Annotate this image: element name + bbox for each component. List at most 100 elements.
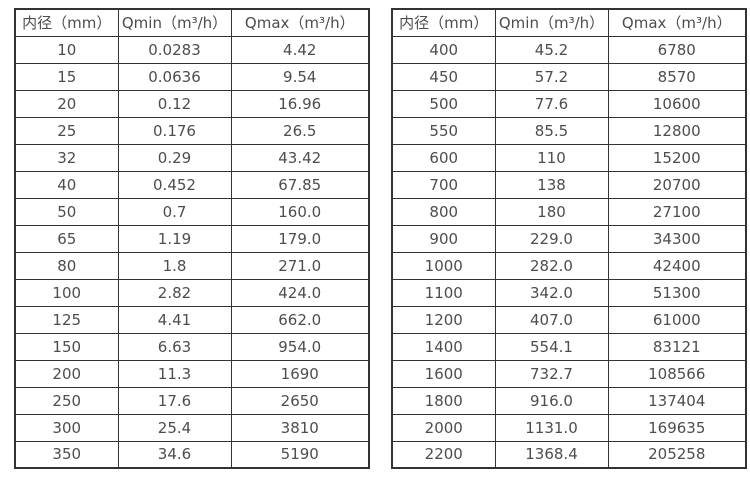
table-row: 250 17.6 2650	[14, 386, 370, 415]
table-row: 1200 407.0 61000	[391, 305, 747, 334]
table-cell: 17.6	[117, 386, 232, 415]
table-cell: 10600	[607, 89, 747, 118]
table-cell: 10	[14, 35, 119, 64]
table-cell: 1.8	[117, 251, 232, 280]
table-cell: 45.2	[494, 35, 609, 64]
table-cell: 0.0283	[117, 35, 232, 64]
table-row: 80 1.8 271.0	[14, 251, 370, 280]
table-row: 1100 342.0 51300	[391, 278, 747, 307]
table-row: 600 110 15200	[391, 143, 747, 172]
table-cell: 20	[14, 89, 119, 118]
table-cell: 180	[494, 197, 609, 226]
table-row: 65 1.19 179.0	[14, 224, 370, 253]
table-row: 350 34.6 5190	[14, 440, 370, 469]
table-row: 10 0.0283 4.42	[14, 35, 370, 64]
table-row: 400 45.2 6780	[391, 35, 747, 64]
spec-table-small-diameter: 内径（mm） Qmin（m³/h） Qmax（m³/h） 10 0.0283 4.4…	[14, 8, 370, 469]
table-row: 1600 732.7 108566	[391, 359, 747, 388]
table-cell: 25	[14, 116, 119, 145]
spec-table-large-diameter: 内径（mm） Qmin（m³/h） Qmax（m³/h） 400 45.2 6780…	[391, 8, 747, 469]
table-cell: 40	[14, 170, 119, 199]
table-cell: 1131.0	[494, 413, 609, 442]
table-cell: 1200	[391, 305, 496, 334]
table-cell: 9.54	[230, 62, 370, 91]
table-row: 2000 1131.0 169635	[391, 413, 747, 442]
table-row: 1400 554.1 83121	[391, 332, 747, 361]
table-cell: 900	[391, 224, 496, 253]
table-cell: 12800	[607, 116, 747, 145]
table-cell: 0.452	[117, 170, 232, 199]
table-row: 20 0.12 16.96	[14, 89, 370, 118]
table-cell: 15200	[607, 143, 747, 172]
table-row: 1800 916.0 137404	[391, 386, 747, 415]
table-cell: 2650	[230, 386, 370, 415]
table-cell: 1000	[391, 251, 496, 280]
table-cell: 65	[14, 224, 119, 253]
table-row: 800 180 27100	[391, 197, 747, 226]
table-cell: 300	[14, 413, 119, 442]
table-cell: 57.2	[494, 62, 609, 91]
table-cell: 3810	[230, 413, 370, 442]
table-row: 100 2.82 424.0	[14, 278, 370, 307]
table-cell: 700	[391, 170, 496, 199]
table-body: 400 45.2 6780 450 57.2 8570 500 77.6 10600 550 85.…	[391, 35, 747, 469]
table-row: 1000 282.0 42400	[391, 251, 747, 280]
table-cell: 500	[391, 89, 496, 118]
table-cell: 85.5	[494, 116, 609, 145]
table-cell: 424.0	[230, 278, 370, 307]
table-cell: 2200	[391, 440, 496, 469]
table-cell: 125	[14, 305, 119, 334]
table-cell: 732.7	[494, 359, 609, 388]
header-qmax: Qmax（m³/h）	[230, 8, 370, 37]
header-qmax: Qmax（m³/h）	[607, 8, 747, 37]
table-row: 450 57.2 8570	[391, 62, 747, 91]
table-cell: 954.0	[230, 332, 370, 361]
table-cell: 4.42	[230, 35, 370, 64]
table-row: 200 11.3 1690	[14, 359, 370, 388]
table-cell: 0.29	[117, 143, 232, 172]
table-cell: 27100	[607, 197, 747, 226]
table-cell: 271.0	[230, 251, 370, 280]
table-row: 500 77.6 10600	[391, 89, 747, 118]
table-cell: 108566	[607, 359, 747, 388]
table-cell: 20700	[607, 170, 747, 199]
table-cell: 554.1	[494, 332, 609, 361]
table-cell: 2.82	[117, 278, 232, 307]
table-cell: 100	[14, 278, 119, 307]
table-cell: 350	[14, 440, 119, 469]
flow-spec-tables: 内径（mm） Qmin（m³/h） Qmax（m³/h） 10 0.0283 4.4…	[14, 8, 747, 469]
table-row: 25 0.176 26.5	[14, 116, 370, 145]
table-cell: 200	[14, 359, 119, 388]
table-cell: 450	[391, 62, 496, 91]
table-cell: 34.6	[117, 440, 232, 469]
table-cell: 342.0	[494, 278, 609, 307]
table-cell: 67.85	[230, 170, 370, 199]
table-cell: 110	[494, 143, 609, 172]
table-cell: 229.0	[494, 224, 609, 253]
table-cell: 205258	[607, 440, 747, 469]
table-body: 10 0.0283 4.42 15 0.0636 9.54 20 0.12 16.96 25 0.1…	[14, 35, 370, 469]
table-cell: 34300	[607, 224, 747, 253]
table-cell: 32	[14, 143, 119, 172]
table-cell: 0.7	[117, 197, 232, 226]
table-cell: 800	[391, 197, 496, 226]
table-cell: 550	[391, 116, 496, 145]
table-cell: 5190	[230, 440, 370, 469]
table-header: 内径（mm） Qmin（m³/h） Qmax（m³/h）	[391, 8, 747, 37]
table-cell: 15	[14, 62, 119, 91]
table-cell: 80	[14, 251, 119, 280]
table-cell: 1.19	[117, 224, 232, 253]
table-cell: 8570	[607, 62, 747, 91]
table-cell: 25.4	[117, 413, 232, 442]
table-cell: 1690	[230, 359, 370, 388]
table-cell: 6.63	[117, 332, 232, 361]
table-cell: 0.0636	[117, 62, 232, 91]
table-cell: 662.0	[230, 305, 370, 334]
table-cell: 150	[14, 332, 119, 361]
table-cell: 11.3	[117, 359, 232, 388]
header-diameter: 内径（mm）	[14, 8, 119, 37]
table-row: 550 85.5 12800	[391, 116, 747, 145]
table-cell: 6780	[607, 35, 747, 64]
table-row: 2200 1368.4 205258	[391, 440, 747, 469]
table-cell: 169635	[607, 413, 747, 442]
